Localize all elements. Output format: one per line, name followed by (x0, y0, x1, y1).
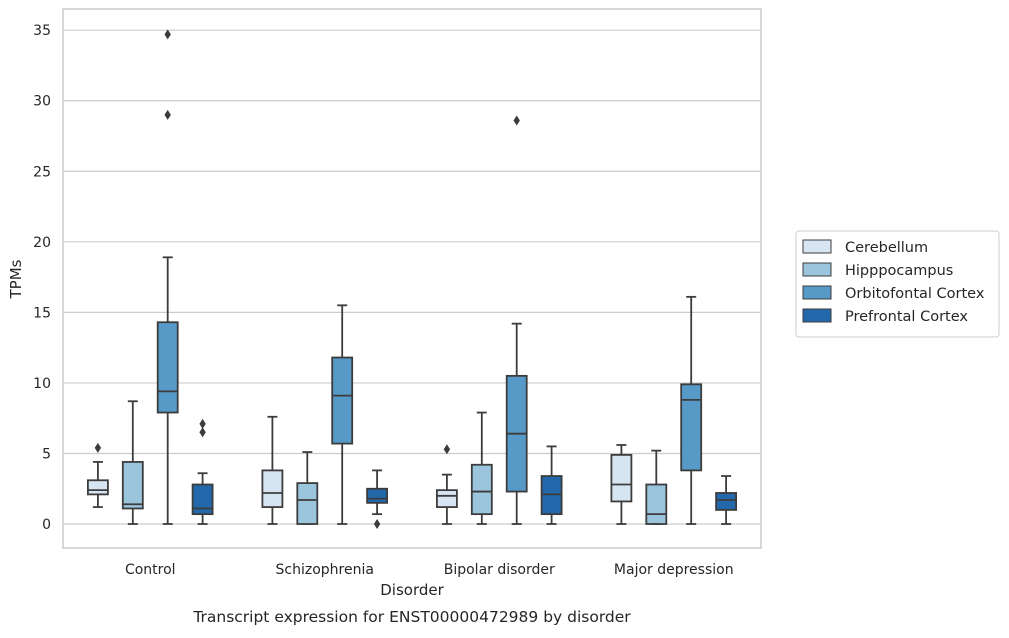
box-body (261, 469, 284, 508)
box-body (121, 461, 144, 510)
y-tick-label: 0 (42, 517, 51, 533)
outlier-point (94, 442, 102, 453)
tick-layer: 0 5 10 15 20 25 30 35 Control Schizophrenia Bipola… (33, 23, 733, 578)
legend: Cerebellum Hipppocampus Orbitofontal Corte… (795, 230, 1000, 338)
y-tick-label: 10 (33, 376, 51, 392)
grid-layer (63, 29, 761, 525)
box-2-0 (435, 444, 458, 525)
box-layer (87, 29, 737, 530)
box-body (331, 356, 354, 445)
box-1-2 (331, 304, 354, 525)
x-tick-label: Major depression (614, 562, 734, 578)
outlier-point (373, 519, 381, 530)
x-axis-label: Disorder (380, 581, 444, 599)
box-0-0 (87, 442, 109, 508)
y-tick-label: 30 (33, 94, 51, 110)
box-body (680, 383, 703, 472)
legend-swatch (802, 262, 832, 277)
y-tick-label: 15 (33, 305, 51, 321)
box-3-1 (645, 449, 668, 525)
box-2-3 (540, 445, 563, 525)
box-2-1 (470, 411, 493, 525)
box-body (470, 463, 493, 516)
box-0-2 (156, 29, 179, 525)
box-body (610, 453, 633, 503)
box-1-1 (296, 451, 319, 525)
chart-caption: Transcript expression for ENST0000047298… (192, 608, 631, 626)
box-body (435, 489, 458, 508)
legend-label: Prefrontal Cortex (845, 309, 968, 325)
legend-frame (795, 230, 1000, 338)
outlier-point (199, 427, 206, 438)
box-body (191, 483, 214, 516)
box-2-2 (505, 115, 528, 525)
box-3-2 (680, 295, 703, 525)
legend-swatch (802, 308, 832, 323)
box-body (87, 479, 109, 496)
box-3-3 (715, 475, 737, 525)
plot-frame (62, 8, 762, 549)
outlier-point (164, 29, 171, 40)
frame-layer (62, 8, 762, 549)
outlier-point (443, 444, 451, 455)
legend-label: Hipppocampus (845, 263, 953, 279)
outlier-point (164, 109, 171, 120)
box-body (645, 483, 668, 525)
box-body (156, 321, 179, 414)
box-body (366, 487, 389, 504)
legend-label: Orbitofontal Cortex (845, 286, 985, 302)
outlier-point (199, 418, 206, 429)
x-tick-label: Control (125, 562, 176, 578)
y-tick-label: 20 (33, 235, 51, 251)
legend-label: Cerebellum (845, 240, 928, 256)
y-tick-label: 35 (33, 23, 51, 39)
x-tick-label: Schizophrenia (276, 562, 374, 578)
legend-swatch (802, 239, 832, 254)
box-1-3 (366, 469, 389, 530)
box-body (715, 492, 737, 511)
y-tick-label: 5 (42, 446, 51, 462)
legend-swatch (802, 285, 832, 300)
x-tick-label: Bipolar disorder (444, 562, 555, 578)
outlier-point (513, 115, 520, 126)
y-tick-label: 25 (33, 164, 51, 180)
y-axis-label: TPMs (7, 259, 25, 299)
box-body (296, 482, 319, 525)
box-3-0 (610, 444, 633, 525)
box-0-3 (191, 418, 214, 525)
box-0-1 (121, 400, 144, 525)
box-1-0 (261, 415, 284, 525)
